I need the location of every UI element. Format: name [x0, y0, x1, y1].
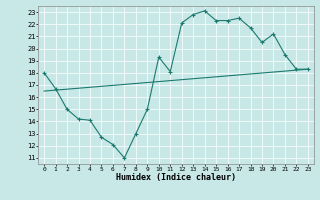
- X-axis label: Humidex (Indice chaleur): Humidex (Indice chaleur): [116, 173, 236, 182]
